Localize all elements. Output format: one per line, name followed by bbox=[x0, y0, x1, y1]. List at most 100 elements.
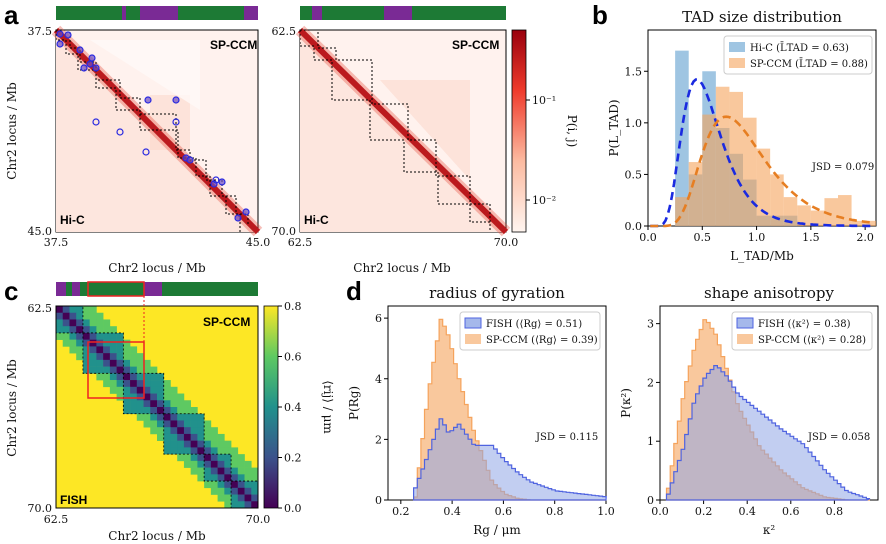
c-heatmap-cell bbox=[69, 312, 77, 320]
c-heatmap-cell bbox=[150, 380, 158, 388]
d-right-annotation: JSD = 0.058 bbox=[807, 432, 870, 443]
c-heatmap-cell bbox=[123, 393, 131, 401]
b-legend-label: Hi-C (L̄TAD = 0.63) bbox=[750, 42, 849, 54]
c-heatmap-cell bbox=[177, 393, 185, 401]
colorbar-a-label: P(i, j) bbox=[565, 115, 579, 148]
c-heatmap-cell bbox=[109, 386, 117, 394]
c-heatmap-cell bbox=[103, 353, 111, 361]
colorbar-c-ticklabel: 0.8 bbox=[284, 300, 302, 313]
b-bar-spccm bbox=[756, 148, 771, 226]
c-heatmap-cell bbox=[82, 353, 90, 361]
c-heatmap-cell bbox=[103, 332, 111, 340]
d-right-legend-label: SP-CCM (⟨κ²⟩ = 0.28) bbox=[758, 335, 866, 346]
colorbar-c-ticklabel: 0.0 bbox=[284, 502, 302, 515]
c-heatmap-cell bbox=[150, 386, 158, 394]
c-heatmap-cell bbox=[163, 440, 171, 448]
c-heatmap-cell bbox=[62, 339, 70, 347]
c-heatmap-cell bbox=[217, 454, 225, 462]
c-heatmap-cell bbox=[130, 366, 138, 374]
c-heatmap-cell bbox=[96, 326, 104, 334]
c-heatmap-cell bbox=[143, 420, 151, 428]
c-heatmap-cell bbox=[224, 460, 232, 468]
c-heatmap-cell bbox=[123, 353, 131, 361]
c-heatmap-cell bbox=[237, 460, 245, 468]
d-right-title: shape anisotropy bbox=[704, 284, 835, 302]
c-heatmap-cell bbox=[163, 400, 171, 408]
c-heatmap-cell bbox=[177, 433, 185, 441]
c-heatmap-cell bbox=[244, 494, 252, 502]
c-heatmap-cell bbox=[190, 467, 198, 475]
c-ytick-top: 62.5 bbox=[28, 302, 53, 315]
c-heatmap-cell bbox=[163, 427, 171, 435]
c-heatmap-cell bbox=[76, 353, 84, 361]
c-heatmap-cell bbox=[103, 326, 111, 334]
c-heatmap-cell bbox=[163, 407, 171, 415]
c-heatmap-cell bbox=[82, 339, 90, 347]
d-left-xtick-label: 0.4 bbox=[443, 505, 461, 518]
c-heatmap-cell bbox=[76, 339, 84, 347]
d-left-legend-swatch bbox=[464, 317, 482, 329]
c-heatmap-cell bbox=[224, 454, 232, 462]
c-heatmap-cell bbox=[237, 501, 245, 509]
c-heatmap-cell bbox=[62, 306, 70, 314]
c-heatmap-cell bbox=[62, 332, 70, 340]
c-heatmap-cell bbox=[103, 380, 111, 388]
c-heatmap-cell bbox=[82, 319, 90, 327]
d-right-xtick-label: 0.0 bbox=[651, 505, 669, 518]
b-bar-spccm bbox=[865, 220, 876, 226]
colorbar-c bbox=[263, 305, 279, 509]
c-heatmap-cell bbox=[163, 393, 171, 401]
c-heatmap-cell bbox=[150, 366, 158, 374]
c-heatmap-cell bbox=[109, 359, 117, 367]
c-heatmap-cell bbox=[204, 440, 212, 448]
c-heatmap-cell bbox=[170, 427, 178, 435]
c-heatmap-cell bbox=[143, 373, 151, 381]
colorbar-c-ticklabel: 0.2 bbox=[284, 452, 302, 465]
c-heatmap-cell bbox=[96, 332, 104, 340]
c-heatmap-cell bbox=[210, 433, 218, 441]
c-heatmap-cell bbox=[183, 420, 191, 428]
c-tad-outline bbox=[82, 332, 124, 374]
a-right-xlabel: Chr2 locus / Mb bbox=[353, 261, 451, 275]
a-right-ytick-top: 62.5 bbox=[272, 25, 297, 38]
c-heatmap-cell bbox=[217, 433, 225, 441]
d-left-ytick-label: 6 bbox=[375, 312, 382, 325]
c-heatmap-cell bbox=[190, 447, 198, 455]
c-heatmap-cell bbox=[170, 447, 178, 455]
d-left-ytick-label: 2 bbox=[375, 433, 382, 446]
c-heatmap-cell bbox=[116, 393, 124, 401]
c-heatmap-cell bbox=[123, 400, 131, 408]
d-right-ytick-label: 2 bbox=[647, 376, 654, 389]
c-heatmap-cell bbox=[96, 353, 104, 361]
c-heatmap-cell bbox=[217, 467, 225, 475]
c-heatmap-cell bbox=[76, 312, 84, 320]
c-heatmap-cell bbox=[157, 380, 165, 388]
a-left-ytick-top: 37.5 bbox=[28, 25, 53, 38]
c-heatmap-cell bbox=[190, 420, 198, 428]
c-heatmap-cell bbox=[143, 386, 151, 394]
c-heatmap-cell bbox=[56, 319, 64, 327]
c-heatmap-cell bbox=[204, 474, 212, 482]
c-heatmap-cell bbox=[183, 413, 191, 421]
c-heatmap-cell bbox=[109, 366, 117, 374]
c-heatmap-cell bbox=[237, 454, 245, 462]
c-heatmap-cell bbox=[116, 346, 124, 354]
d-left-ytick-label: 0 bbox=[375, 494, 382, 507]
b-bar-hic bbox=[675, 50, 689, 227]
c-heatmap-cell bbox=[123, 380, 131, 388]
c-heatmap-cell bbox=[69, 326, 77, 334]
c-heatmap-cell bbox=[82, 326, 90, 334]
c-heatmap-cell bbox=[177, 454, 185, 462]
c-heatmap-cell bbox=[143, 407, 151, 415]
c-heatmap-cell bbox=[69, 306, 77, 314]
c-heatmap-cell bbox=[116, 386, 124, 394]
c-heatmap-cell bbox=[224, 487, 232, 495]
b-xtick-label: 0.0 bbox=[639, 231, 657, 244]
a-right-xtick-right: 70.0 bbox=[494, 236, 519, 249]
c-heatmap-cell bbox=[103, 346, 111, 354]
d-right-xlabel: κ² bbox=[763, 523, 776, 537]
b-legend-label: SP-CCM (L̄TAD = 0.88) bbox=[750, 58, 868, 70]
c-heatmap-cell bbox=[210, 427, 218, 435]
b-fit-hic bbox=[650, 78, 874, 228]
c-heatmap-cell bbox=[116, 359, 124, 367]
